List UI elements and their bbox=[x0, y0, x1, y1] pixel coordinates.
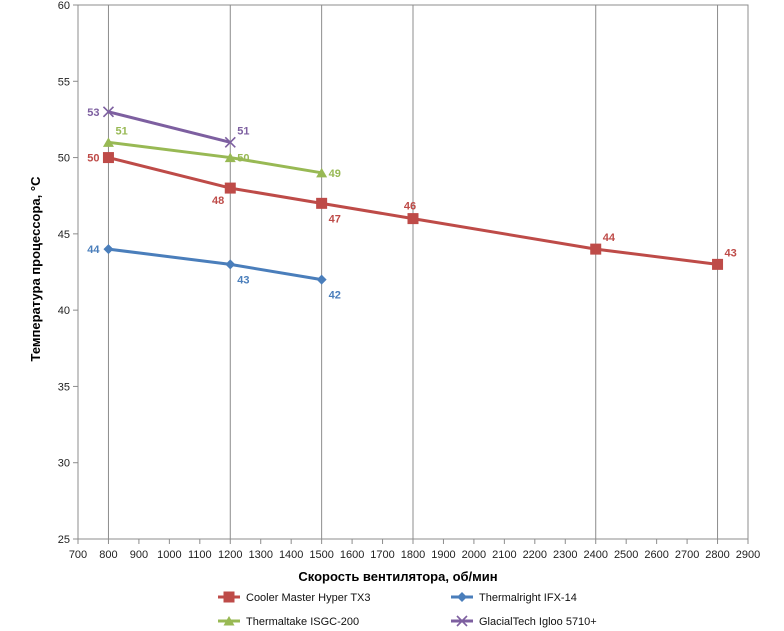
x-tick-label: 2900 bbox=[736, 549, 760, 561]
x-tick-label: 1600 bbox=[340, 549, 364, 561]
data-point-marker bbox=[102, 106, 115, 118]
data-label: 50 bbox=[237, 153, 249, 165]
x-tick-label: 2200 bbox=[523, 549, 547, 561]
data-labels: 50 48 47 46 44 43 44 43 42 51 50 49 53 51 bbox=[87, 107, 737, 302]
y-tick-label: 55 bbox=[58, 76, 70, 88]
x-tick-label: 1100 bbox=[188, 549, 212, 561]
legend-item: Thermaltake ISGC-200 bbox=[218, 616, 359, 628]
legend-item: Thermalright IFX-14 bbox=[451, 592, 577, 604]
series-line bbox=[108, 156, 718, 266]
legend-marker bbox=[457, 592, 467, 602]
legend-marker bbox=[223, 616, 235, 626]
data-point-marker bbox=[316, 274, 327, 285]
data-point-marker bbox=[224, 136, 236, 148]
x-tick-label: 2500 bbox=[614, 549, 638, 561]
data-point-marker bbox=[316, 197, 328, 209]
data-label: 48 bbox=[212, 195, 224, 207]
data-point-marker bbox=[102, 152, 114, 164]
data-point-marker bbox=[102, 137, 114, 147]
x-tick-label: 2800 bbox=[705, 549, 729, 561]
x-tick-label: 700 bbox=[69, 549, 87, 561]
data-label: 49 bbox=[329, 168, 341, 180]
data-point-marker bbox=[103, 244, 114, 255]
data-point-marker bbox=[407, 213, 419, 225]
x-axis-title: Скорость вентилятора, об/мин bbox=[298, 569, 497, 584]
x-tick-label: 1400 bbox=[279, 549, 303, 561]
legend-item: Cooler Master Hyper TX3 bbox=[218, 591, 371, 604]
data-label: 51 bbox=[115, 125, 127, 137]
data-label: 42 bbox=[329, 290, 341, 302]
legend-marker bbox=[223, 591, 235, 603]
x-tick-label: 2300 bbox=[553, 549, 577, 561]
x-tick-label: 2400 bbox=[583, 549, 607, 561]
y-tick-label: 50 bbox=[58, 153, 70, 165]
x-tick-label: 2600 bbox=[644, 549, 668, 561]
data-point-marker bbox=[712, 258, 724, 270]
x-tick-label: 900 bbox=[130, 549, 148, 561]
axes: 25 30 35 40 45 50 55 60 700 800 900 1000 1100 1200 130… bbox=[58, 0, 760, 561]
marker-stroke bbox=[456, 615, 468, 627]
y-tick-label: 60 bbox=[58, 0, 70, 12]
legend: Cooler Master Hyper TX3 Thermalright IFX-… bbox=[218, 591, 597, 628]
grid-lines bbox=[107, 5, 719, 539]
x-tick-label: 1800 bbox=[401, 549, 425, 561]
x-tick-label: 800 bbox=[99, 549, 117, 561]
data-point-marker bbox=[224, 152, 236, 163]
data-point-marker bbox=[224, 182, 236, 194]
data-label: 43 bbox=[725, 247, 737, 259]
series-line bbox=[108, 247, 322, 282]
legend-marker bbox=[456, 615, 468, 627]
y-tick-label: 40 bbox=[58, 305, 70, 317]
y-tick-label: 45 bbox=[58, 229, 70, 241]
data-label: 44 bbox=[603, 232, 616, 244]
legend-label: Cooler Master Hyper TX3 bbox=[246, 592, 371, 604]
data-label: 47 bbox=[329, 213, 341, 225]
series-lines bbox=[102, 106, 724, 285]
data-point-marker bbox=[590, 243, 602, 255]
series-line bbox=[108, 140, 322, 175]
marker-stroke bbox=[102, 106, 115, 118]
x-tick-label: 1500 bbox=[309, 549, 333, 561]
legend-item: GlacialTech Igloo 5710+ bbox=[451, 615, 597, 628]
data-label: 46 bbox=[404, 201, 416, 213]
x-tick-label: 1300 bbox=[248, 549, 272, 561]
x-tick-label: 2100 bbox=[492, 549, 516, 561]
data-label: 50 bbox=[87, 153, 99, 165]
legend-label: GlacialTech Igloo 5710+ bbox=[479, 616, 597, 628]
legend-label: Thermaltake ISGC-200 bbox=[246, 616, 359, 628]
marker-stroke bbox=[224, 136, 236, 148]
x-tick-label: 2700 bbox=[675, 549, 699, 561]
y-tick-label: 35 bbox=[58, 381, 70, 393]
data-point-marker bbox=[316, 167, 328, 178]
series-line bbox=[108, 110, 231, 144]
x-tick-label: 1000 bbox=[157, 549, 181, 561]
data-point-marker bbox=[225, 259, 236, 270]
data-label: 44 bbox=[87, 244, 100, 256]
data-label: 43 bbox=[237, 274, 249, 286]
y-tick-label: 25 bbox=[58, 534, 70, 546]
x-tick-label: 1700 bbox=[370, 549, 394, 561]
x-tick-label: 1200 bbox=[218, 549, 242, 561]
legend-label: Thermalright IFX-14 bbox=[479, 592, 577, 604]
x-tick-label: 1900 bbox=[431, 549, 455, 561]
data-label: 51 bbox=[237, 125, 249, 137]
x-tick-label: 2000 bbox=[462, 549, 486, 561]
y-axis-title: Температура процессора, °C bbox=[28, 176, 43, 362]
data-label: 53 bbox=[87, 107, 99, 119]
y-tick-label: 30 bbox=[58, 458, 70, 470]
